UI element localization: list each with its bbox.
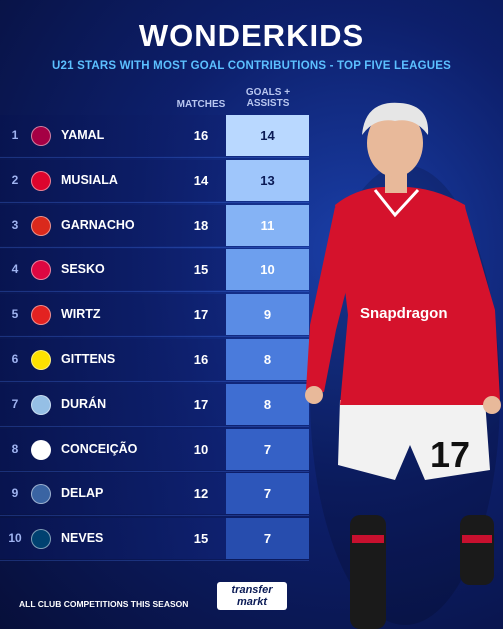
- rank: 9: [11, 486, 19, 501]
- goals-assists-value: 10: [226, 249, 309, 291]
- player-name: YAMAL: [61, 128, 105, 142]
- player-name: SESKO: [61, 262, 105, 277]
- player-name: CONCEIÇÃO: [61, 441, 138, 456]
- goals-header-line2: ASSISTS: [246, 98, 290, 109]
- rank: 8: [11, 441, 19, 456]
- goals-assists-value: 9: [226, 294, 309, 336]
- matches-value: 17: [193, 307, 209, 323]
- rank: 3: [11, 217, 19, 232]
- matches-header: MATCHES: [176, 99, 226, 110]
- matches-value: 15: [193, 262, 209, 278]
- row-divider: [0, 336, 309, 338]
- row-divider: [0, 470, 309, 472]
- matches-value: 18: [193, 217, 209, 233]
- rank: 10: [8, 531, 22, 546]
- rank: 5: [11, 307, 19, 322]
- table-row: 2 MUSIALA 14 13: [0, 159, 309, 203]
- table-row: 9 DELAP 12 7: [0, 473, 309, 517]
- rank: 2: [11, 172, 19, 187]
- dortmund-crest-icon: [31, 349, 51, 370]
- row-divider: [0, 425, 309, 427]
- matches-value: 12: [193, 486, 209, 502]
- row-divider: [0, 157, 309, 158]
- rank: 1: [11, 128, 19, 142]
- matches-value: 15: [193, 531, 209, 547]
- svg-text:17: 17: [430, 434, 470, 475]
- goals-assists-value: 7: [226, 473, 309, 515]
- player-name: WIRTZ: [61, 307, 101, 322]
- row-divider: [0, 515, 309, 517]
- goals-assists-value: 8: [226, 338, 309, 380]
- table-row: 1 YAMAL 16 14: [0, 115, 309, 158]
- rank: 6: [11, 351, 19, 366]
- table-row: 8 CONCEIÇÃO 10 7: [0, 428, 309, 472]
- player-name: DELAP: [61, 486, 104, 501]
- man-united-crest-icon: [31, 215, 51, 236]
- player-photo: 17 Snapdragon: [305, 102, 501, 629]
- transfermarkt-logo: transfer markt: [217, 582, 287, 610]
- goals-assists-header: GOALS + ASSISTS: [232, 87, 304, 109]
- barcelona-crest-icon: [31, 126, 51, 146]
- row-divider: [0, 246, 309, 248]
- matches-value: 16: [193, 351, 209, 367]
- player-name: NEVES: [61, 531, 104, 546]
- row-divider: [0, 291, 309, 293]
- player-name: GARNACHO: [61, 217, 135, 232]
- rank: 4: [11, 262, 19, 277]
- ipswich-crest-icon: [31, 484, 51, 505]
- row-divider: [0, 380, 309, 382]
- leverkusen-crest-icon: [31, 305, 51, 326]
- rankings-table: 1 YAMAL 16 14 2 MUSIALA 14 13 3 GARNACHO 18 11 4 SESK…: [0, 115, 309, 563]
- goals-assists-value: 7: [226, 428, 309, 470]
- logo-line1: transfer: [231, 584, 273, 596]
- page-title: WONDERKIDS: [138, 18, 365, 53]
- player-name: GITTENS: [61, 351, 116, 366]
- table-row: 10 NEVES 15 7: [0, 518, 309, 562]
- goals-assists-value: 13: [226, 159, 309, 201]
- page-subtitle: U21 STARS WITH MOST GOAL CONTRIBUTIONS -…: [51, 60, 452, 72]
- row-divider: [0, 201, 309, 203]
- matches-value: 14: [193, 172, 209, 188]
- row-divider: [0, 560, 309, 562]
- player-name: DURÁN: [61, 396, 107, 411]
- juventus-crest-icon: [31, 439, 51, 460]
- table-row: 7 DURÁN 17 8: [0, 383, 309, 427]
- logo-line2: markt: [237, 596, 267, 608]
- footer-note: ALL CLUB COMPETITIONS THIS SEASON: [19, 599, 189, 609]
- rank: 7: [11, 396, 19, 411]
- psg-crest-icon: [31, 529, 51, 550]
- goals-assists-value: 14: [226, 115, 309, 156]
- table-row: 3 GARNACHO 18 11: [0, 204, 309, 248]
- aston-villa-crest-icon: [31, 394, 51, 415]
- matches-value: 17: [193, 396, 209, 412]
- table-row: 6 GITTENS 16 8: [0, 338, 309, 382]
- matches-value: 16: [193, 128, 209, 143]
- table-row: 4 SESKO 15 10: [0, 249, 309, 293]
- player-name: MUSIALA: [61, 172, 118, 187]
- bayern-crest-icon: [31, 170, 51, 191]
- table-row: 5 WIRTZ 17 9: [0, 294, 309, 338]
- matches-value: 10: [193, 441, 209, 457]
- svg-text:Snapdragon: Snapdragon: [360, 305, 448, 322]
- goals-assists-value: 7: [226, 518, 309, 560]
- goals-assists-value: 8: [226, 383, 309, 425]
- goals-assists-value: 11: [226, 204, 309, 246]
- leipzig-crest-icon: [31, 260, 51, 281]
- goals-header-line1: GOALS +: [245, 87, 291, 98]
